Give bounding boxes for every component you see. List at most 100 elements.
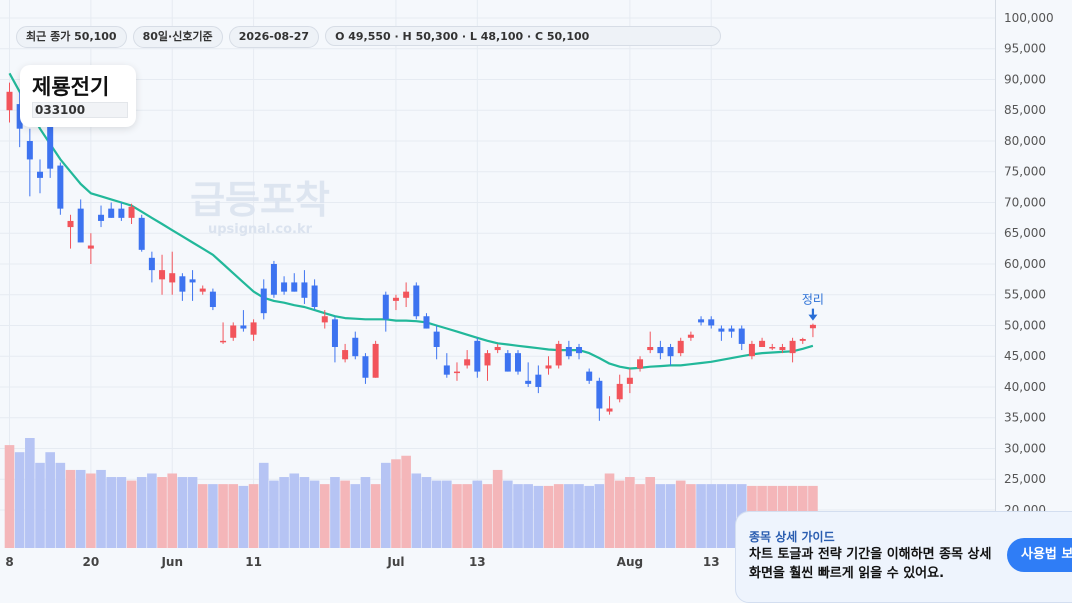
ma-polyline [8, 72, 814, 370]
volume-bar [157, 477, 167, 548]
candle[interactable] [26, 128, 33, 197]
candle[interactable] [392, 294, 399, 311]
candle[interactable] [698, 316, 705, 326]
candle[interactable] [301, 270, 308, 304]
candle[interactable] [413, 282, 420, 320]
volume-bar [14, 452, 25, 548]
guide-card: 종목 상세 가이드 차트 토글과 전략 기간을 이해하면 종목 상세 화면을 훨… [735, 511, 1072, 603]
candle[interactable] [382, 291, 389, 332]
candle[interactable] [281, 276, 288, 295]
candle[interactable] [321, 310, 328, 329]
candle[interactable] [708, 316, 715, 329]
candle-body [809, 324, 816, 329]
candle[interactable] [128, 203, 135, 225]
candle[interactable] [657, 340, 664, 360]
candle[interactable] [77, 199, 84, 243]
candle[interactable] [230, 322, 237, 341]
candle[interactable] [372, 340, 379, 378]
candle[interactable] [138, 214, 145, 252]
candle[interactable] [57, 162, 64, 215]
candle[interactable] [779, 343, 786, 354]
candle[interactable] [37, 159, 44, 194]
candle[interactable] [494, 343, 501, 354]
candle[interactable] [87, 233, 94, 264]
candle-body [413, 285, 420, 317]
candle[interactable] [616, 374, 623, 403]
candle[interactable] [789, 337, 796, 363]
candle[interactable] [199, 285, 206, 295]
candle[interactable] [515, 350, 521, 375]
candle[interactable] [240, 310, 247, 332]
candle[interactable] [443, 353, 450, 378]
candle-body [789, 340, 796, 354]
candle[interactable] [342, 343, 349, 363]
candle[interactable] [637, 356, 644, 372]
candle[interactable] [484, 350, 491, 381]
candle[interactable] [677, 337, 684, 357]
candle[interactable] [759, 337, 766, 347]
candle[interactable] [403, 282, 410, 308]
candle[interactable] [576, 343, 583, 360]
candle[interactable] [545, 356, 552, 375]
candle[interactable] [331, 316, 338, 363]
candle[interactable] [565, 340, 572, 360]
y-tick-label: 80,000 [1004, 134, 1046, 148]
candle[interactable] [352, 331, 359, 360]
candle[interactable] [311, 279, 318, 311]
candle[interactable] [596, 377, 603, 421]
candle[interactable] [270, 260, 277, 298]
candle[interactable] [118, 202, 125, 221]
candle[interactable] [687, 331, 694, 341]
volume-bar [513, 484, 523, 548]
candle[interactable] [67, 214, 74, 249]
volume-bar [126, 480, 137, 548]
usage-guide-button[interactable]: 사용법 보기 [1007, 538, 1072, 572]
candle[interactable] [209, 288, 216, 311]
candle[interactable] [362, 353, 369, 384]
candle[interactable] [169, 251, 176, 295]
candle[interactable] [260, 279, 267, 320]
candle[interactable] [474, 337, 481, 378]
candle[interactable] [718, 325, 725, 341]
candle[interactable] [433, 325, 440, 360]
candle[interactable] [16, 91, 23, 148]
candle[interactable] [809, 323, 816, 338]
candle[interactable] [464, 350, 471, 369]
candle[interactable] [647, 331, 654, 354]
candle[interactable] [667, 343, 674, 366]
candle[interactable] [799, 337, 806, 344]
candle[interactable] [453, 362, 460, 381]
candle[interactable] [108, 202, 115, 218]
candle[interactable] [535, 365, 542, 394]
candle[interactable] [769, 343, 776, 351]
candle[interactable] [738, 325, 745, 351]
candle[interactable] [6, 82, 13, 123]
candle[interactable] [504, 350, 511, 372]
candle[interactable] [555, 340, 562, 369]
candle[interactable] [220, 322, 227, 344]
candle[interactable] [291, 273, 298, 292]
candle[interactable] [179, 273, 186, 301]
candle[interactable] [728, 325, 735, 338]
candle-body [504, 353, 511, 372]
candle[interactable] [423, 313, 430, 329]
candle-body [281, 282, 288, 292]
candle[interactable] [748, 340, 755, 360]
volume-bar [55, 462, 66, 548]
candle[interactable] [98, 205, 105, 228]
candlesticks [6, 82, 816, 421]
candle[interactable] [250, 319, 257, 341]
candle[interactable] [626, 368, 633, 394]
candle-body [647, 346, 654, 351]
candle[interactable] [606, 396, 613, 415]
candle[interactable] [159, 254, 166, 295]
candle[interactable] [148, 251, 155, 283]
candle-body [728, 328, 735, 332]
candle[interactable] [586, 368, 593, 384]
candle[interactable] [525, 362, 532, 387]
period-pill[interactable]: 80일·신호기준 [132, 26, 223, 48]
y-tick-label: 95,000 [1004, 42, 1046, 56]
volume-bar [706, 484, 717, 548]
price-chart[interactable]: 급등포착 upsignal.co.kr 정리 20,00025,00030,00… [0, 0, 1072, 579]
candle[interactable] [189, 270, 196, 301]
